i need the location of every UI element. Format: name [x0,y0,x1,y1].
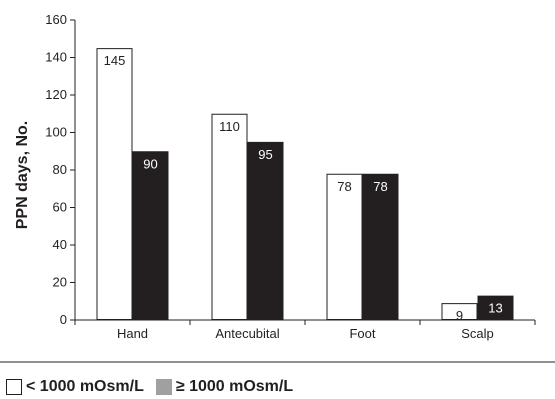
y-tick-label: 120 [45,87,67,102]
bars: 145 90 110 95 78 78 9 13 [96,48,514,323]
data-label: 145 [104,53,126,68]
data-label: 78 [373,179,387,194]
data-label: 9 [456,308,463,323]
data-label: 90 [143,156,157,171]
data-label: 78 [337,179,351,194]
y-axis-label: PPN days, No. [14,121,31,229]
legend-label-low: < 1000 mOsm/L [26,378,144,395]
y-tick-label: 100 [45,125,67,140]
y-axis: 0 20 40 60 80 100 120 140 160 [45,12,76,327]
bar-low-osm [326,173,363,320]
data-label: 95 [258,147,272,162]
y-tick-label: 60 [53,200,67,215]
y-tick-label: 0 [60,312,67,327]
y-tick-label: 40 [53,237,67,252]
legend-swatch-high [155,379,172,395]
bar-high-osm [247,141,284,320]
x-tick-label: Foot [349,326,375,341]
legend-item-low: < 1000 mOsm/L [6,378,144,396]
x-axis: Hand Antecubital Foot Scalp [74,319,536,341]
y-tick-label: 80 [53,162,67,177]
bar-high-osm [477,295,514,320]
x-tick-label: Scalp [461,326,494,341]
y-tick-label: 160 [45,12,67,27]
data-label: 110 [219,119,240,134]
x-tick-label: Hand [117,326,148,341]
legend: < 1000 mOsm/L ≥ 1000 mOsm/L [6,377,305,397]
y-tick-label: 140 [45,50,67,65]
bar-high-osm [362,173,399,320]
bar-high-osm [132,151,169,320]
bar-low-osm [96,48,133,320]
legend-label-high: ≥ 1000 mOsm/L [175,378,294,395]
data-label: 13 [488,301,502,316]
bar-low-osm [211,113,248,320]
y-tick-label: 20 [53,275,67,290]
legend-swatch-low [6,379,22,395]
legend-item-high: ≥ 1000 mOsm/L [155,378,294,396]
bar-low-osm [441,303,478,320]
x-tick-label: Antecubital [215,326,279,341]
